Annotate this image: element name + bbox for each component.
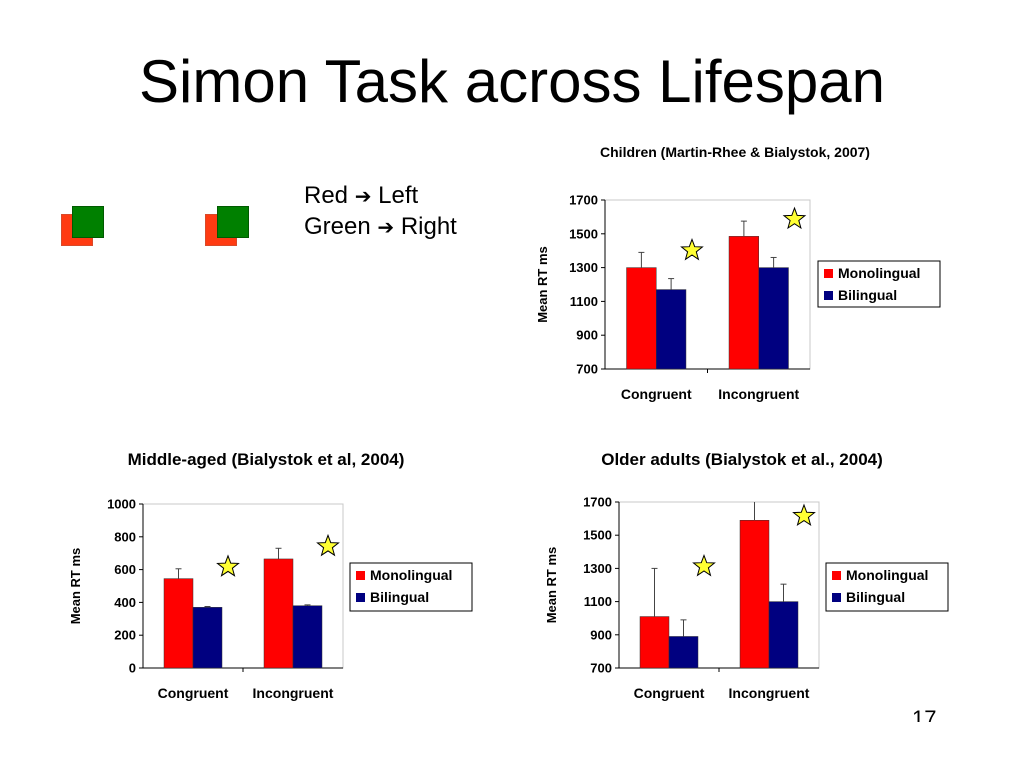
y-axis-label: Mean RT ms <box>535 246 550 323</box>
y-axis-label: Mean RT ms <box>68 548 83 625</box>
rule-red-left: Red ➔ Left <box>304 180 418 212</box>
bar-monolingual-incongruent <box>263 558 294 669</box>
y-tick-label: 900 <box>590 627 612 642</box>
star-icon <box>792 503 816 527</box>
legend-swatch <box>832 593 841 602</box>
legend-label-bilingual: Bilingual <box>370 589 429 605</box>
chart-middle-aged: 0 200 400 600 800 1000 Mean RT ms Congruent Inco… <box>68 497 473 701</box>
y-tick-label: 700 <box>576 362 598 377</box>
bar-bilingual-congruent <box>192 607 223 669</box>
bar-bilingual-incongruent <box>758 267 789 370</box>
x-tick-label: Congruent <box>158 685 229 701</box>
y-tick-label: 1300 <box>583 561 612 576</box>
star-icon <box>316 533 340 557</box>
legend-swatch <box>824 291 833 300</box>
green-square <box>72 206 104 238</box>
y-tick-label: 900 <box>576 328 598 343</box>
bar-bilingual-congruent <box>668 636 699 669</box>
rule-red-label: Red <box>304 182 349 209</box>
arrow-right-icon: ➔ <box>377 215 395 239</box>
legend-label-monolingual: Monolingual <box>846 567 928 583</box>
legend-box <box>349 562 473 612</box>
legend: Monolingual Bilingual <box>825 562 949 612</box>
y-tick-label: 700 <box>590 661 612 676</box>
star-icon <box>782 206 807 230</box>
y-tick-label: 1500 <box>569 226 598 241</box>
legend-label-monolingual: Monolingual <box>370 567 452 583</box>
y-tick-label: 0 <box>129 661 136 676</box>
y-tick-label: 1700 <box>583 495 612 510</box>
legend-swatch <box>824 269 833 278</box>
y-tick-label: 800 <box>114 529 136 544</box>
x-tick-label: Congruent <box>634 685 705 701</box>
chart-children: 700 900 1100 1300 1500 1700 Mean RT ms Congruen… <box>535 193 941 402</box>
legend-box <box>817 260 941 308</box>
x-tick-label: Congruent <box>621 386 692 402</box>
star-icon <box>680 237 704 261</box>
y-tick-label: 1100 <box>584 594 612 609</box>
y-tick-label: 1500 <box>583 528 612 543</box>
y-tick-label: 1300 <box>569 260 598 275</box>
y-axis-label: Mean RT ms <box>544 547 559 624</box>
legend-swatch <box>832 571 841 580</box>
star-icon <box>692 553 716 577</box>
y-tick-label: 1700 <box>569 193 598 208</box>
legend-label-bilingual: Bilingual <box>838 287 897 303</box>
chart-title-children: Children (Martin-Rhee & Bialystok, 2007) <box>600 144 870 160</box>
y-tick-label: 600 <box>114 562 136 577</box>
star-icon <box>216 554 240 577</box>
bar-monolingual-incongruent <box>728 236 760 370</box>
bar-monolingual-congruent <box>639 616 670 669</box>
arrow-right-icon: ➔ <box>354 184 372 208</box>
rule-green-right: Green ➔ Right <box>304 211 457 243</box>
rule-left-label: Left <box>378 182 419 209</box>
bar-monolingual-congruent <box>163 578 194 669</box>
bar-bilingual-congruent <box>656 289 687 370</box>
legend: Monolingual Bilingual <box>817 260 941 308</box>
legend-swatch <box>356 571 365 580</box>
legend-label-bilingual: Bilingual <box>846 589 905 605</box>
bar-monolingual-incongruent <box>739 520 770 669</box>
y-tick-label: 200 <box>114 628 136 643</box>
x-tick-label: Incongruent <box>729 685 810 701</box>
slide-title: Simon Task across Lifespan <box>139 48 885 115</box>
rule-right-label: Right <box>400 213 457 240</box>
chart-title-older-adults: Older adults (Bialystok et al., 2004) <box>601 450 883 469</box>
page-number: 17 <box>912 708 937 722</box>
y-tick-label: 1000 <box>107 497 136 512</box>
legend: Monolingual Bilingual <box>349 562 473 612</box>
bar-bilingual-incongruent <box>768 601 799 669</box>
y-tick-label: 1100 <box>570 294 598 309</box>
x-tick-label: Incongruent <box>718 386 799 402</box>
legend-swatch <box>356 593 365 602</box>
bar-bilingual-incongruent <box>292 605 323 669</box>
green-square <box>217 206 249 238</box>
legend-box <box>825 562 949 612</box>
rule-green-label: Green <box>304 213 371 240</box>
legend-label-monolingual: Monolingual <box>838 265 920 281</box>
x-tick-label: Incongruent <box>253 685 334 701</box>
bar-monolingual-congruent <box>626 267 657 370</box>
y-tick-label: 400 <box>114 595 136 610</box>
chart-older-adults: 700 900 1100 1300 1500 1700 Mean RT ms Congruen… <box>544 495 949 701</box>
chart-title-middle-aged: Middle-aged (Bialystok et al, 2004) <box>127 450 405 469</box>
